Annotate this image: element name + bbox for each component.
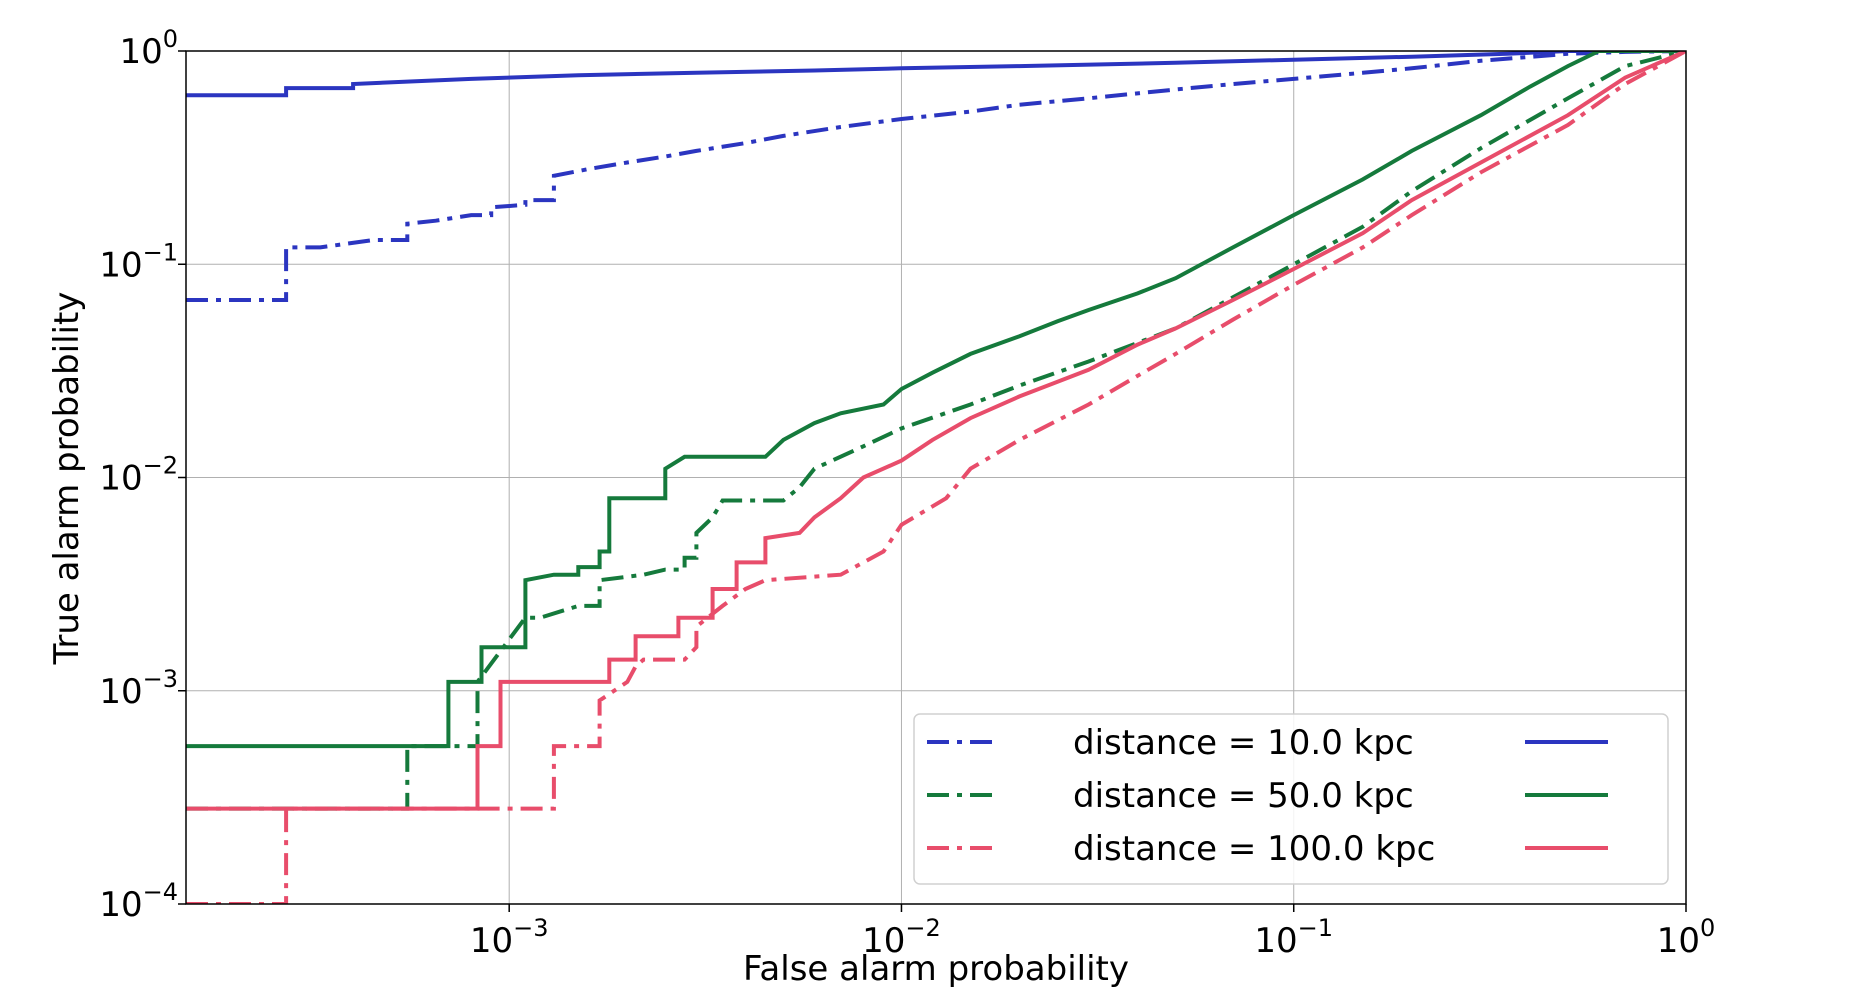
x-tick-exponent: −1 [1298, 914, 1333, 942]
x-axis-label: False alarm probability [743, 949, 1129, 989]
y-axis-label: True alarm probability [47, 292, 87, 666]
y-tick-label: 10−4 [99, 878, 178, 925]
y-tick-exponent: −1 [143, 238, 178, 266]
y-tick-label: 100 [119, 25, 178, 72]
y-tick-base: 10 [99, 459, 142, 499]
series-line-dashdot-100-0-kpc [186, 51, 1686, 904]
legend-label: distance = 50.0 kpc [1073, 776, 1414, 816]
series-line-solid-100-0-kpc [186, 51, 1686, 811]
series-line-solid-50-0-kpc [186, 51, 1686, 749]
y-tick-base: 10 [119, 32, 162, 72]
legend: distance = 10.0 kpc distance = 50.0 kpc di… [913, 713, 1669, 885]
x-tick-base: 10 [1657, 921, 1700, 961]
x-tick-exponent: −2 [905, 914, 940, 942]
y-tick-label: 10−2 [99, 452, 178, 499]
x-tick-label: 100 [1657, 914, 1716, 961]
y-tick-base: 10 [99, 672, 142, 712]
y-tick-label: 10−1 [99, 238, 178, 285]
legend-label: distance = 100.0 kpc [1073, 829, 1435, 869]
y-tick-exponent: −3 [143, 665, 178, 693]
x-tick-base: 10 [470, 921, 513, 961]
series-line-dashdot-50-0-kpc [186, 51, 1686, 811]
x-tick-label: 10−1 [1254, 914, 1333, 961]
x-tick-base: 10 [862, 921, 905, 961]
y-tick-base: 10 [99, 245, 142, 285]
x-tick-label: 10−3 [470, 914, 549, 961]
y-tick-exponent: −4 [143, 878, 178, 906]
y-tick-exponent: 0 [163, 25, 178, 53]
series-lines [186, 51, 1686, 904]
series-line-solid-10-0-kpc [186, 51, 1686, 98]
legend-label: distance = 10.0 kpc [1073, 723, 1414, 763]
x-tick-label: 10−2 [862, 914, 941, 961]
x-tick-base: 10 [1254, 921, 1297, 961]
y-tick-label: 10−3 [99, 665, 178, 712]
legend-box [913, 713, 1669, 885]
y-tick-exponent: −2 [143, 452, 178, 480]
x-tick-exponent: −3 [513, 914, 548, 942]
x-tick-exponent: 0 [1700, 914, 1715, 942]
y-tick-base: 10 [99, 885, 142, 925]
